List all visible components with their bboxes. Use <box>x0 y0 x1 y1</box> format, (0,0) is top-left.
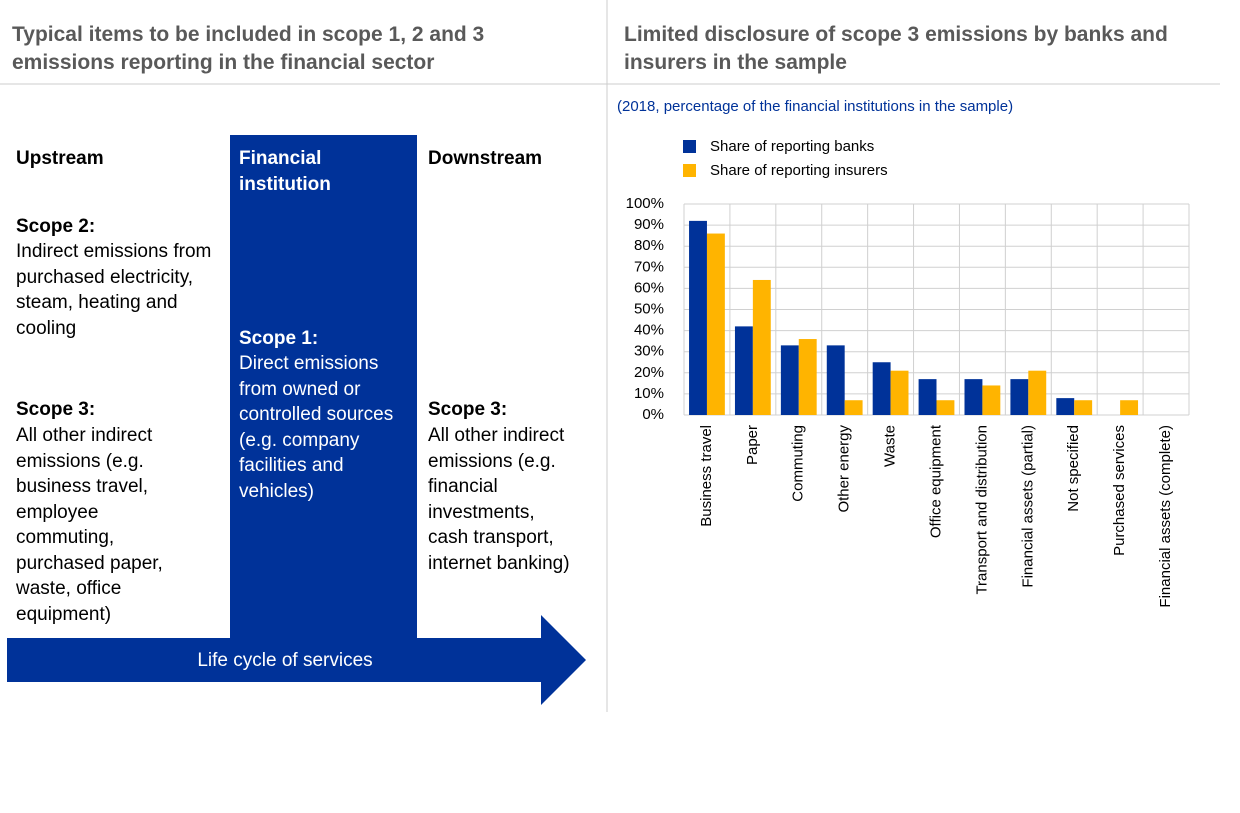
bar <box>1120 400 1139 415</box>
heading: Upstream <box>16 148 104 169</box>
bar <box>826 345 845 415</box>
y-tick-label: 70% <box>634 258 664 275</box>
bar <box>1010 379 1029 415</box>
y-tick-label: 10% <box>634 385 664 402</box>
bar <box>918 379 937 415</box>
diagram-title: Typical items to be included in scope 1,… <box>12 23 485 74</box>
scope-label: Scope 3: <box>428 399 508 420</box>
chart-subtitle: (2018, percentage of the financial insti… <box>617 98 1013 115</box>
bar <box>734 326 753 415</box>
y-tick-label: 20% <box>634 364 664 381</box>
y-tick-label: 80% <box>634 237 664 254</box>
scope-text: Direct emissions from owned or controlle… <box>239 353 394 502</box>
y-tick-label: 30% <box>634 343 664 360</box>
scope-text: Indirect emissions from purchased electr… <box>16 241 212 339</box>
y-tick-label: 50% <box>634 300 664 317</box>
x-tick-label: Financial assets (complete) <box>1157 425 1174 608</box>
bar <box>780 345 799 415</box>
y-tick-label: 40% <box>634 322 664 339</box>
arrow <box>7 615 586 705</box>
x-tick-label: Financial assets (partial) <box>1019 425 1036 588</box>
arrow-label: Life cycle of services <box>197 650 372 671</box>
bar <box>964 379 983 415</box>
bar <box>982 385 1001 415</box>
x-tick-label: Other energy <box>836 425 853 513</box>
scope-text: All other indirect emissions (e.g. busin… <box>16 425 163 625</box>
bar <box>798 339 817 415</box>
heading: Downstream <box>428 148 543 169</box>
bar <box>872 362 891 415</box>
bar <box>1056 398 1075 415</box>
chart-title: Limited disclosure of scope 3 emissions … <box>624 23 1168 74</box>
x-tick-label: Paper <box>744 425 761 465</box>
legend-label: Share of reporting insurers <box>710 162 888 179</box>
y-tick-label: 90% <box>634 216 664 233</box>
heading: Financial institution <box>239 148 331 195</box>
bar <box>890 370 909 415</box>
y-tick-label: 60% <box>634 279 664 296</box>
y-tick-label: 100% <box>626 195 664 212</box>
legend-swatch <box>683 140 696 153</box>
scope-label: Scope 1: <box>239 328 319 349</box>
bar <box>752 279 771 415</box>
x-tick-label: Business travel <box>698 425 715 527</box>
bar <box>1028 370 1047 415</box>
bar <box>844 400 863 415</box>
x-tick-label: Transport and distribution <box>973 425 990 595</box>
scope-text: All other indirect emissions (e.g. finan… <box>428 425 570 574</box>
y-tick-label: 0% <box>642 406 664 423</box>
bar <box>1074 400 1093 415</box>
x-tick-label: Office equipment <box>927 424 944 538</box>
legend-swatch <box>683 164 696 177</box>
bar <box>706 233 725 415</box>
x-tick-label: Not specified <box>1065 425 1082 512</box>
scope-label: Scope 2: <box>16 216 96 237</box>
x-tick-label: Waste <box>882 425 899 467</box>
scope-label: Scope 3: <box>16 399 96 420</box>
bar <box>936 400 955 415</box>
institution-column <box>230 135 417 640</box>
x-tick-label: Purchased services <box>1111 425 1128 556</box>
x-tick-label: Commuting <box>790 425 807 502</box>
bar <box>689 220 707 415</box>
legend-label: Share of reporting banks <box>710 138 874 155</box>
